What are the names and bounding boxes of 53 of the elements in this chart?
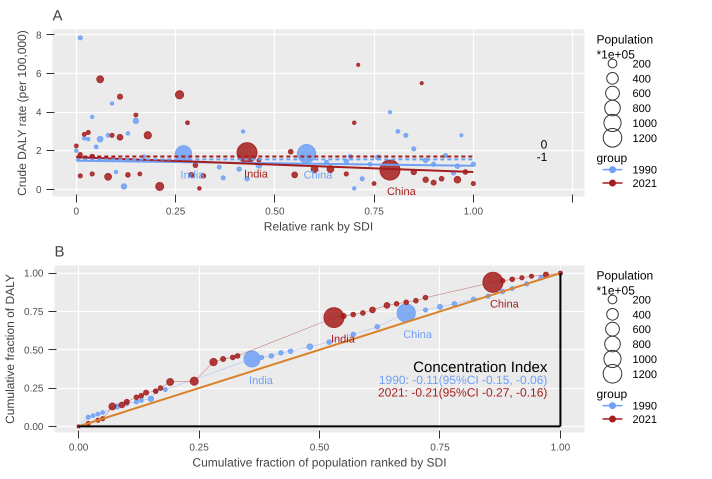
legend-label: 400	[632, 309, 651, 322]
legend-label: 1200	[632, 132, 657, 145]
y-tick-label: 4	[36, 108, 42, 119]
y-axis-title: Crude DALY rate (per 100,000)	[14, 30, 29, 196]
y-tick-label: 0	[36, 184, 42, 196]
y-tick-label: 0.75	[24, 306, 44, 318]
legend-label: 2021	[632, 414, 657, 426]
y-tick-label: 0.50	[24, 345, 44, 356]
x-tick-label: 0.50	[265, 206, 285, 218]
legend-label: 1200	[632, 368, 657, 381]
x-axis-title: Relative rank by SDI	[264, 220, 374, 234]
data-label: China	[304, 170, 334, 182]
legend-label: 1990	[632, 164, 657, 177]
y-tick-label: 0.25	[24, 384, 44, 395]
x-tick-label: 0.00	[68, 442, 89, 454]
x-tick-label: 0.25	[189, 442, 210, 454]
data-label: China	[490, 298, 520, 310]
text: group	[596, 151, 628, 166]
data-label: China	[386, 186, 417, 198]
chart-title: A	[52, 8, 63, 24]
y-tick-label: 8	[36, 30, 42, 42]
legend-label: 600	[632, 88, 651, 100]
y-tick-label: 2	[36, 146, 42, 158]
x-axis-title: Cumulative fraction of population ranked by SDI	[192, 456, 447, 470]
x-tick-label: 1.00	[464, 206, 484, 218]
text: group	[596, 387, 628, 402]
data-label: China	[403, 328, 433, 341]
legend-label: 1990	[632, 400, 657, 413]
y-tick-label: 6	[36, 69, 42, 80]
x-tick-label: 1.00	[550, 442, 571, 454]
x-tick-label: 0.75	[364, 206, 384, 218]
legend-label: 1000	[632, 118, 657, 130]
legend-label: 800	[632, 103, 651, 116]
annotation: -1	[536, 150, 548, 164]
chart-title: B	[54, 244, 65, 260]
data-label: India	[249, 374, 274, 387]
legend-label: 800	[632, 339, 651, 352]
x-tick-label: 0.50	[310, 442, 330, 454]
x-tick-label: 0.25	[166, 206, 186, 218]
x-tick-label: 0	[74, 206, 80, 218]
data-label: India	[244, 168, 269, 181]
legend-label: 400	[632, 73, 651, 86]
y-tick-label: 0.00	[24, 422, 44, 433]
legend-label: 200	[632, 294, 651, 306]
annotation: 2021: -0.21(95%CI -0.27, -0.16)	[378, 385, 548, 400]
y-axis-title: Cumulative fraction of DALY	[3, 274, 18, 424]
x-tick-label: 0.75	[430, 442, 450, 454]
legend-label: 600	[632, 324, 651, 336]
legend-label: 2021	[632, 178, 657, 190]
y-tick-label: 1.00	[24, 268, 44, 280]
legend-label: 200	[632, 58, 651, 70]
annotation: 0	[540, 137, 548, 152]
legend-label: 1000	[632, 354, 657, 366]
